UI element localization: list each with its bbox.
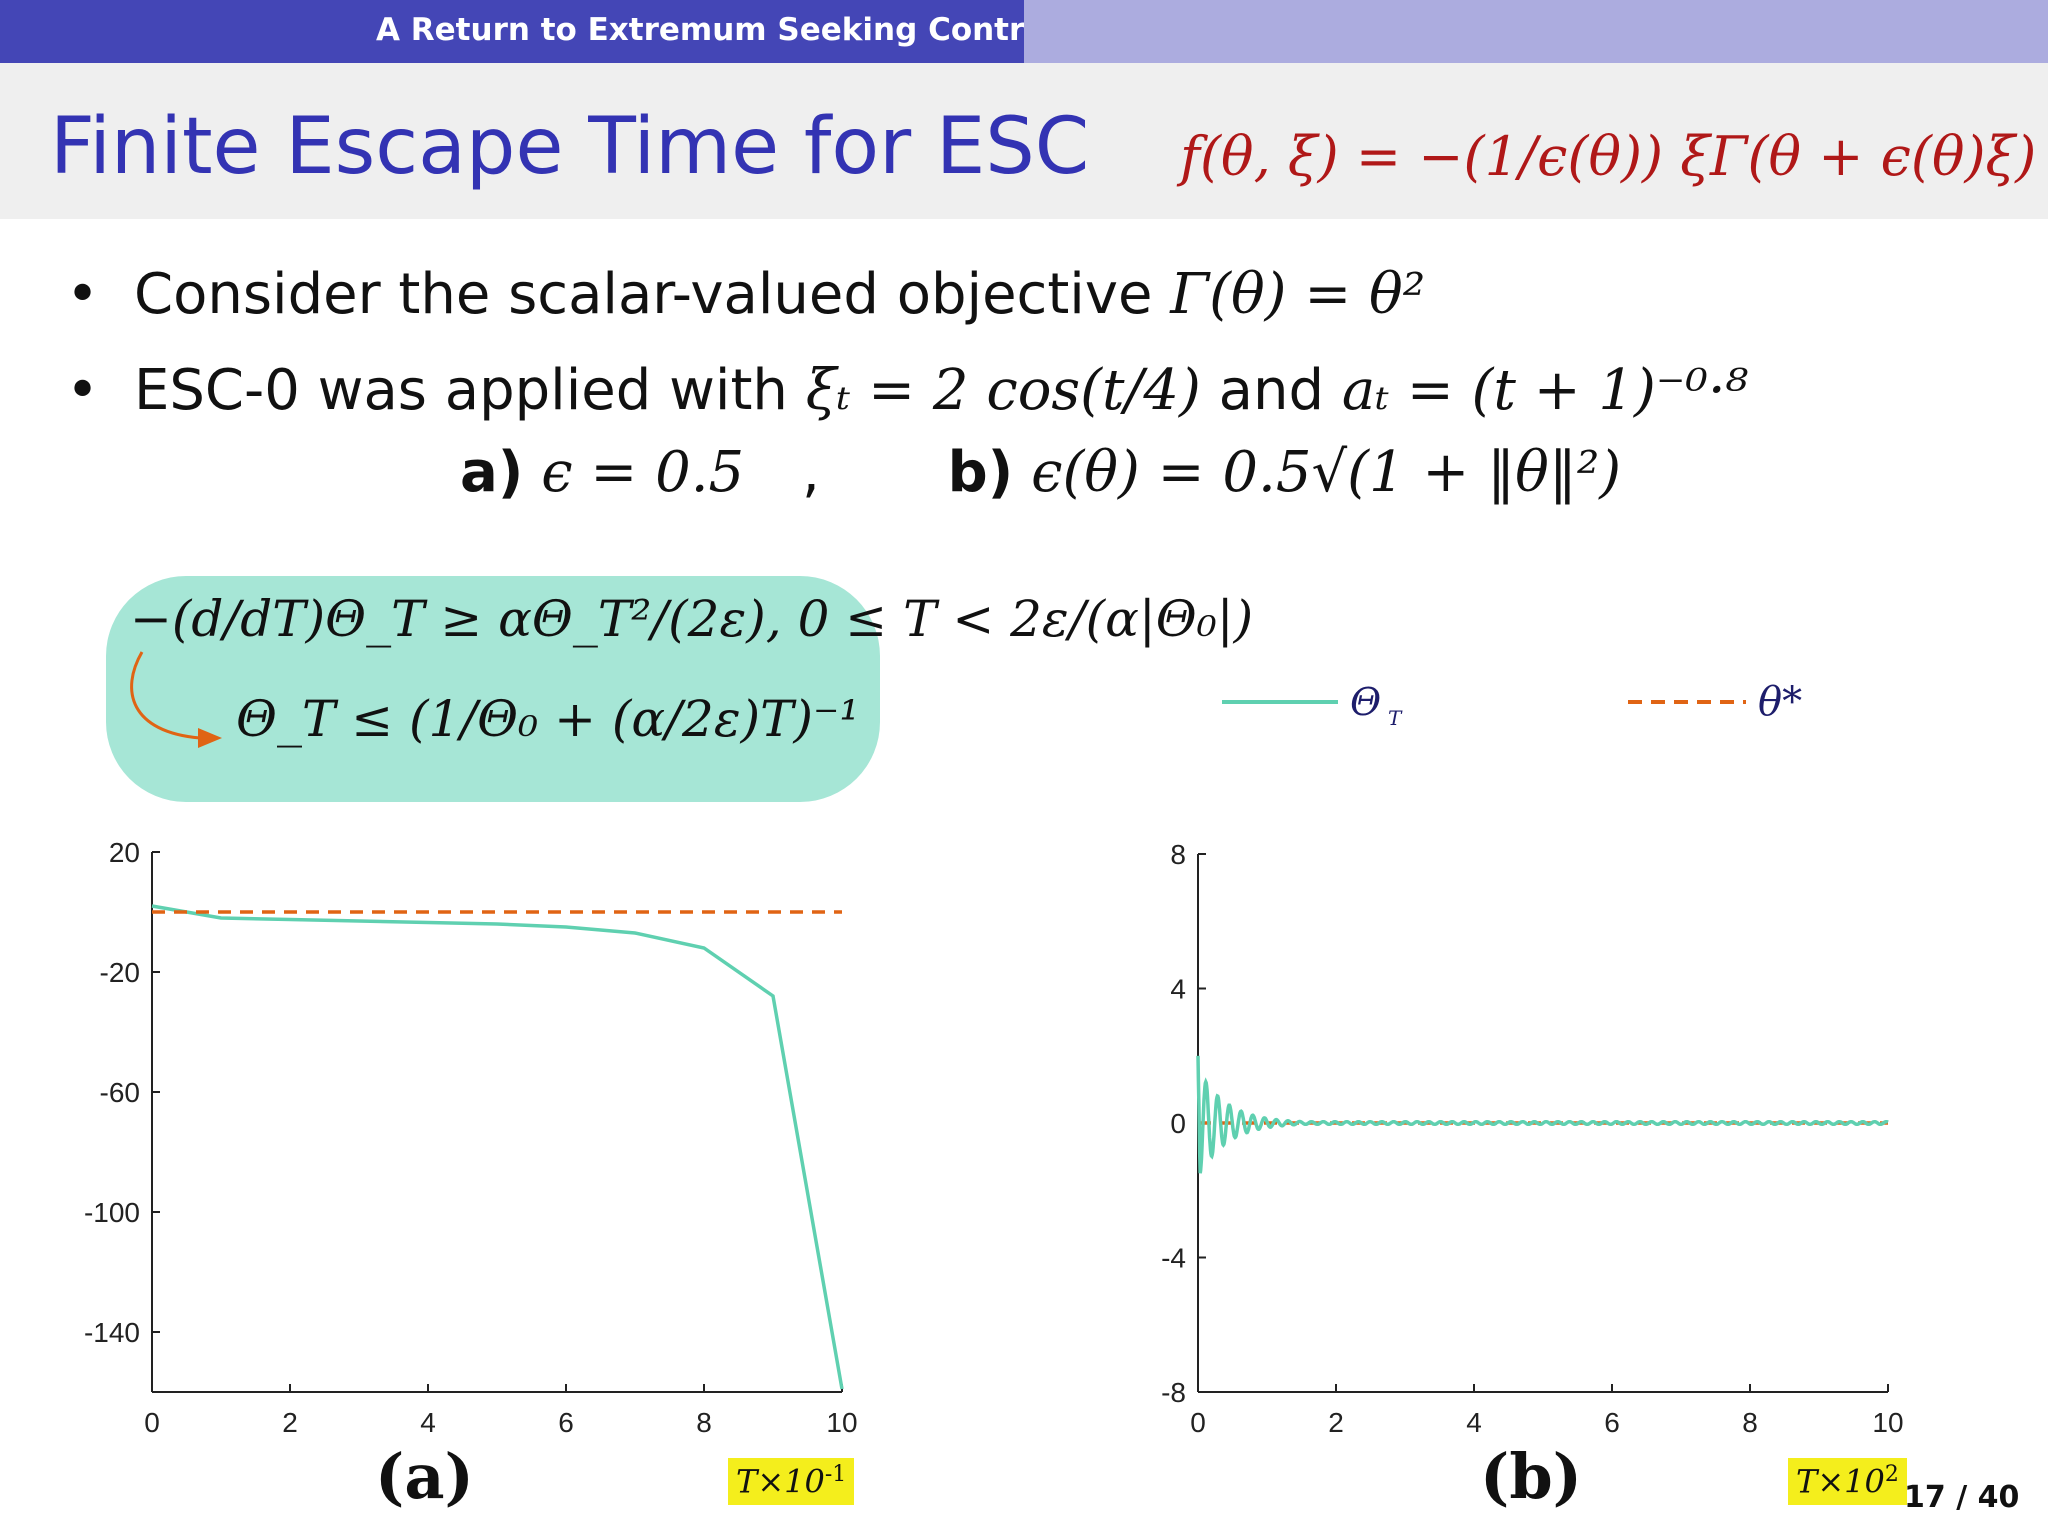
- bullet-dot: •: [66, 358, 100, 423]
- xlabel-b-prefix: T×10: [1796, 1462, 1885, 1501]
- chart-b-y-tick-label: -4: [1161, 1243, 1186, 1274]
- xlabel-b: T×102: [1788, 1458, 1907, 1505]
- chart-b-y-tick-label: 0: [1170, 1108, 1186, 1139]
- bullet-2-math1: ξₜ = 2 cos(t/4): [805, 358, 1201, 423]
- section-header-inactive: [1024, 0, 2048, 63]
- chart-a-y-tick-label: -20: [100, 957, 140, 988]
- bullet-2: • ESC-0 was applied with ξₜ = 2 cos(t/4)…: [66, 358, 1749, 423]
- slide-title: Finite Escape Time for ESC: [50, 102, 1090, 192]
- bullet-2-math2: aₜ = (t + 1)⁻⁰·⁸: [1341, 358, 1749, 423]
- bullet-dot: •: [66, 262, 100, 327]
- xlabel-b-exp: 2: [1884, 1462, 1899, 1487]
- caption-a: (a): [375, 1440, 474, 1513]
- inequality-line-2: Θ_T ≤ (1/Θ₀ + (α/2ε)T)⁻¹: [236, 690, 860, 748]
- xlabel-a: T×10-1: [728, 1458, 855, 1505]
- section-header: A Return to Extremum Seeking Control: [0, 0, 2048, 63]
- title-bar: [0, 63, 2048, 219]
- chart-b-x-tick-label: 0: [1190, 1407, 1206, 1438]
- chart-a-y-tick-label: -100: [84, 1197, 140, 1228]
- chart-a-x-tick-label: 10: [826, 1407, 857, 1438]
- xlabel-a-prefix: T×10: [736, 1462, 825, 1501]
- chart-a-x-tick-label: 4: [420, 1407, 436, 1438]
- chart-b-x-tick-label: 8: [1742, 1407, 1758, 1438]
- chart-b-y-tick-label: 8: [1170, 839, 1186, 870]
- section-title: A Return to Extremum Seeking Control: [376, 12, 1057, 48]
- chart-a-x-tick-label: 6: [558, 1407, 574, 1438]
- bullet-2-joiner: and: [1218, 358, 1325, 423]
- chart-b-y-tick-label: 4: [1170, 974, 1186, 1005]
- chart-b-y-tick-label: -8: [1161, 1377, 1186, 1408]
- inequality-line-1: −(d/dT)Θ_T ≥ αΘ_T²/(2ε), 0 ≤ T < 2ε/(α|Θ…: [130, 590, 1254, 648]
- chart-b-x-tick-label: 2: [1328, 1407, 1344, 1438]
- chart-a-y-tick-label: -140: [84, 1317, 140, 1348]
- case-b-label: b): [947, 440, 1014, 505]
- slide-formula: f(θ, ξ) = −(1/ϵ(θ)) ξΓ(θ + ϵ(θ)ξ): [1180, 125, 2037, 188]
- bullet-1: • Consider the scalar-valued objective Γ…: [66, 262, 1426, 327]
- chart-a-y-tick-label: -60: [100, 1077, 140, 1108]
- case-a-label: a): [460, 440, 524, 505]
- case-b-math: ϵ(θ) = 0.5√(1 + ‖θ‖²): [1031, 440, 1622, 505]
- chart-a-x-tick-label: 8: [696, 1407, 712, 1438]
- chart-a-y-tick-label: 20: [109, 837, 140, 868]
- case-separator: ,: [801, 440, 820, 505]
- legend-theta-label: Θ: [1350, 680, 1381, 724]
- inequality-box: [106, 576, 880, 802]
- chart-a-x-tick-label: 0: [144, 1407, 160, 1438]
- chart-a-x-tick-label: 2: [282, 1407, 298, 1438]
- bullet-1-math: Γ(θ) = θ²: [1170, 262, 1426, 327]
- chart-b-x-tick-label: 10: [1872, 1407, 1903, 1438]
- legend-thetastar-label: θ*: [1758, 679, 1802, 725]
- legend-theta-sub: T: [1388, 706, 1403, 730]
- section-header-active: A Return to Extremum Seeking Control: [0, 0, 1056, 63]
- page-number: 17 / 40: [1904, 1480, 2020, 1515]
- bullet-2-text: ESC-0 was applied with: [134, 358, 788, 423]
- chart-b-x-tick-label: 6: [1604, 1407, 1620, 1438]
- chart-b-theta-line: [1196, 1055, 1889, 1174]
- legend: Θ T θ*: [1222, 679, 1802, 730]
- chart-a-theta-line: [151, 904, 844, 1390]
- case-a-math: ϵ = 0.5: [541, 440, 745, 505]
- cases-line: a) ϵ = 0.5 , b) ϵ(θ) = 0.5√(1 + ‖θ‖²): [460, 440, 1621, 505]
- chart-b-x-tick-label: 4: [1466, 1407, 1482, 1438]
- bullet-1-text: Consider the scalar-valued objective: [134, 262, 1153, 327]
- caption-b: (b): [1480, 1440, 1583, 1513]
- xlabel-a-exp: -1: [824, 1462, 847, 1487]
